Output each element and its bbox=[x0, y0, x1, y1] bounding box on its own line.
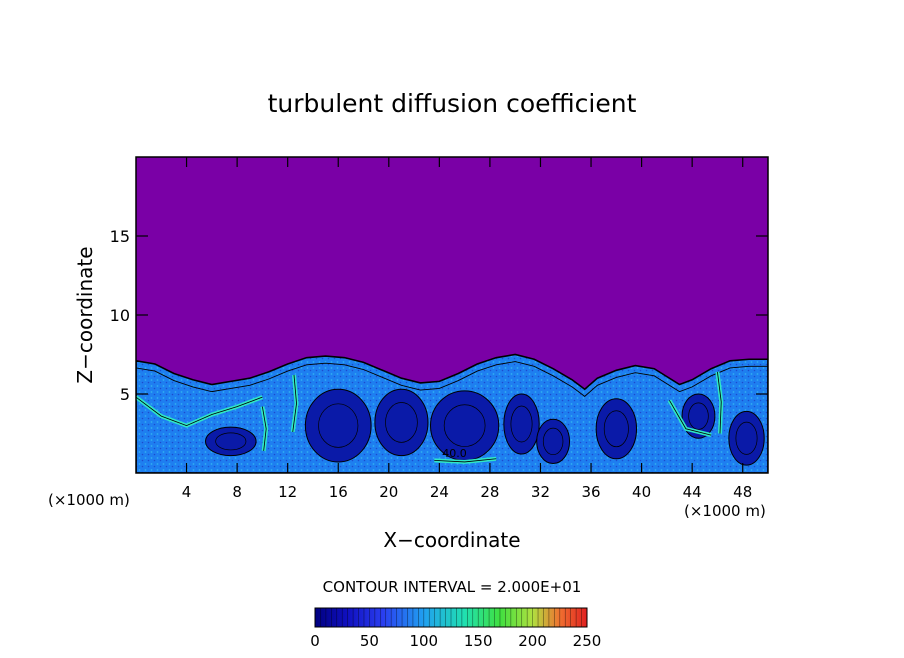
x-tick-label: 4 bbox=[182, 483, 192, 501]
eddy-core bbox=[728, 410, 765, 466]
contour-line bbox=[136, 361, 768, 473]
y-tick-label: 10 bbox=[110, 306, 130, 325]
contour-line bbox=[292, 375, 297, 432]
y-axis-label: Z−coordinate bbox=[73, 246, 97, 383]
contour-line bbox=[136, 353, 768, 473]
contour-line bbox=[385, 402, 418, 443]
colorbar-tick-label: 50 bbox=[360, 632, 379, 650]
eddy-core bbox=[595, 398, 638, 460]
y-tick-label: 5 bbox=[120, 385, 130, 404]
x-unit-left: (×1000 m) bbox=[48, 491, 130, 509]
x-tick-label: 40 bbox=[632, 483, 651, 501]
eddy-core bbox=[205, 426, 257, 457]
eddy-core bbox=[681, 393, 716, 439]
eddy-core bbox=[503, 393, 540, 455]
colorbar-tick-label: 100 bbox=[409, 632, 438, 650]
contour-line bbox=[434, 458, 497, 463]
eddy-core bbox=[536, 418, 571, 465]
x-tick-label: 48 bbox=[733, 483, 752, 501]
contour-line bbox=[717, 371, 722, 434]
contour-line bbox=[262, 406, 267, 451]
contour-line bbox=[215, 432, 247, 451]
x-tick-label: 32 bbox=[531, 483, 550, 501]
contour-line bbox=[136, 396, 263, 427]
x-tick-label: 36 bbox=[581, 483, 600, 501]
contour-line bbox=[669, 400, 712, 436]
colorbar-tick-label: 200 bbox=[518, 632, 547, 650]
contour-line bbox=[443, 404, 486, 447]
contour-label: 40.0 bbox=[442, 447, 467, 460]
x-tick-label: 28 bbox=[480, 483, 499, 501]
contour-line bbox=[510, 405, 533, 443]
x-tick-label: 24 bbox=[430, 483, 449, 501]
contour-line bbox=[603, 410, 629, 448]
colorbar-tick-label: 150 bbox=[464, 632, 493, 650]
contour-line bbox=[735, 421, 758, 455]
colorbar-tick-label: 250 bbox=[573, 632, 602, 650]
contour-line bbox=[688, 402, 709, 430]
x-tick-label: 16 bbox=[329, 483, 348, 501]
x-axis-label: X−coordinate bbox=[383, 528, 520, 552]
colorbar-tick-label: 0 bbox=[310, 632, 320, 650]
x-tick-label: 12 bbox=[278, 483, 297, 501]
plot-area: 40.0 bbox=[136, 157, 768, 473]
contour-interval-label: CONTOUR INTERVAL = 2.000E+01 bbox=[323, 578, 582, 596]
y-tick-label: 15 bbox=[110, 227, 130, 246]
contour-line bbox=[542, 427, 564, 456]
x-tick-label: 20 bbox=[379, 483, 398, 501]
contour-line bbox=[318, 403, 359, 448]
eddy-core bbox=[374, 388, 429, 457]
x-tick-label: 8 bbox=[232, 483, 242, 501]
x-tick-label: 44 bbox=[683, 483, 702, 501]
colorbar: 0 50 100 150 200 250 bbox=[310, 607, 602, 650]
eddy-core bbox=[304, 388, 372, 463]
x-unit-right: (×1000 m) bbox=[684, 502, 766, 520]
chart-title: turbulent diffusion coefficient bbox=[268, 89, 637, 118]
